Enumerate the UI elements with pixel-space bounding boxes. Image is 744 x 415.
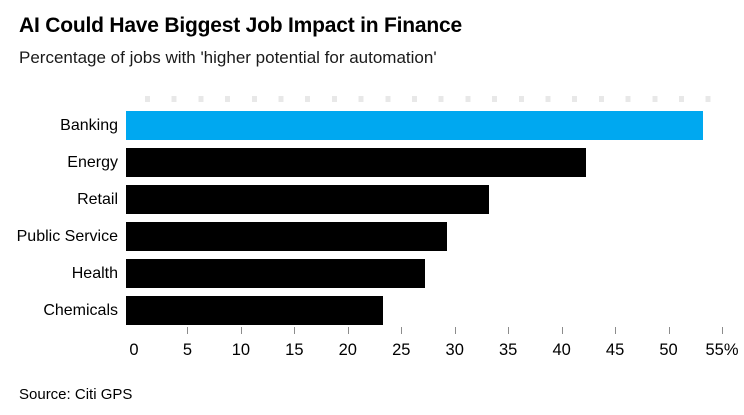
x-tick-15 bbox=[294, 327, 296, 334]
x-tick-label-0: 0 bbox=[129, 341, 139, 359]
x-axis-labels: 0 5 10 15 20 25 30 35 40 45 50 55% bbox=[129, 341, 738, 361]
bar-energy bbox=[126, 148, 586, 177]
x-axis-ticks bbox=[134, 327, 723, 334]
x-tick-label-25: 25 bbox=[392, 341, 411, 359]
x-tick-5 bbox=[187, 327, 189, 334]
top-minor-ticks bbox=[134, 96, 722, 102]
x-tick-45 bbox=[615, 327, 617, 334]
x-tick-label-20: 20 bbox=[338, 341, 357, 359]
category-label-health: Health bbox=[71, 264, 118, 282]
bar-track bbox=[126, 148, 714, 177]
source-note: Source: Citi GPS bbox=[19, 386, 133, 403]
category-label-chemicals: Chemicals bbox=[43, 301, 118, 319]
x-tick-40 bbox=[561, 327, 563, 334]
chart-subtitle: Percentage of jobs with 'higher potentia… bbox=[19, 48, 437, 67]
x-tick-label-5: 5 bbox=[182, 341, 193, 359]
x-tick-35 bbox=[508, 327, 510, 334]
bar-retail bbox=[126, 185, 490, 214]
bar-row-public-service: Public Service bbox=[0, 222, 722, 251]
x-tick-label-30: 30 bbox=[445, 341, 464, 359]
bar-track bbox=[126, 185, 714, 214]
category-label-energy: Energy bbox=[67, 153, 118, 171]
chart-title: AI Could Have Biggest Job Impact in Fina… bbox=[19, 14, 462, 37]
x-tick-label-10: 10 bbox=[231, 341, 251, 359]
x-tick-label-40: 40 bbox=[552, 341, 571, 359]
bar-public-service bbox=[126, 222, 447, 251]
category-label-public-service: Public Service bbox=[16, 227, 118, 245]
bar-row-retail: Retail bbox=[0, 185, 722, 214]
bar-health bbox=[126, 259, 426, 288]
bar-chemicals bbox=[126, 296, 383, 325]
category-label-retail: Retail bbox=[77, 190, 118, 208]
x-tick-label-35: 35 bbox=[498, 341, 518, 359]
bar-row-energy: Energy bbox=[0, 148, 722, 177]
bar-track bbox=[126, 111, 714, 140]
bar-row-chemicals: Chemicals bbox=[0, 296, 722, 325]
bar-track bbox=[126, 222, 714, 251]
x-tick-label-15: 15 bbox=[285, 341, 304, 359]
x-tick-25 bbox=[401, 327, 403, 334]
x-tick-30 bbox=[454, 327, 456, 334]
bar-track bbox=[126, 259, 714, 288]
x-tick-label-45: 45 bbox=[605, 341, 625, 359]
x-tick-55 bbox=[722, 327, 723, 334]
bar-row-health: Health bbox=[0, 259, 722, 288]
bar-row-banking: Banking bbox=[0, 111, 722, 140]
x-tick-label-50: 50 bbox=[659, 341, 678, 359]
x-tick-label-55: 55% bbox=[705, 341, 739, 359]
x-tick-10 bbox=[240, 327, 242, 334]
bar-track bbox=[126, 296, 714, 325]
x-tick-20 bbox=[347, 327, 349, 334]
bar-banking bbox=[126, 111, 704, 140]
category-label-banking: Banking bbox=[60, 116, 118, 134]
bar-rows: Banking Energy Retail Public Service Health C… bbox=[0, 111, 722, 333]
x-tick-50 bbox=[668, 327, 670, 334]
